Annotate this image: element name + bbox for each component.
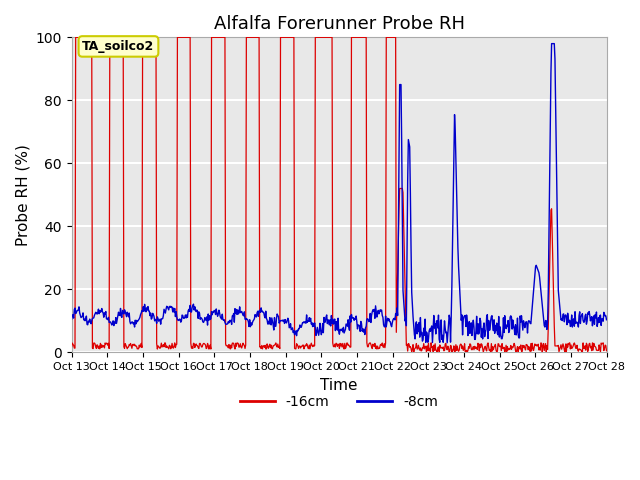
Legend: -16cm, -8cm: -16cm, -8cm [234,389,444,415]
X-axis label: Time: Time [321,377,358,393]
Y-axis label: Probe RH (%): Probe RH (%) [15,144,30,246]
Text: TA_soilco2: TA_soilco2 [83,40,155,53]
Title: Alfalfa Forerunner Probe RH: Alfalfa Forerunner Probe RH [214,15,465,33]
